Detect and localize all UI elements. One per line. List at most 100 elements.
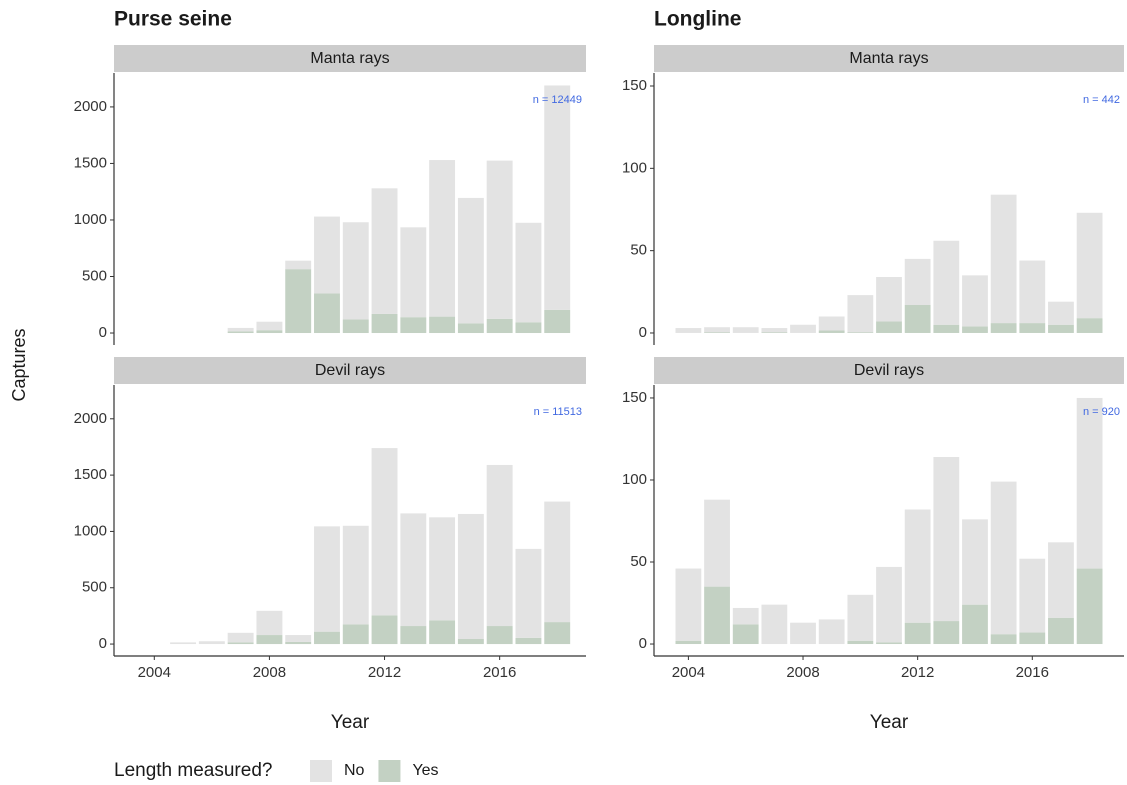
bar-segment bbox=[342, 222, 369, 320]
bar-segment bbox=[227, 632, 254, 643]
bar-segment bbox=[761, 328, 788, 333]
bar-segment bbox=[962, 326, 988, 333]
bar-segment bbox=[371, 448, 398, 616]
legend-swatch bbox=[310, 760, 332, 782]
y-tick-label: 2000 bbox=[74, 410, 107, 427]
strip-label: Manta rays bbox=[310, 50, 389, 67]
y-tick-label: 150 bbox=[622, 389, 647, 406]
y-tick-label: 0 bbox=[99, 324, 107, 341]
bar-segment bbox=[1019, 632, 1046, 645]
bar-segment bbox=[342, 624, 369, 645]
strip bbox=[114, 357, 586, 384]
y-tick-label: 1500 bbox=[74, 154, 107, 171]
x-tick-label: 2004 bbox=[672, 664, 705, 681]
bar-segment bbox=[314, 293, 340, 334]
panel-title: Longline bbox=[654, 8, 742, 31]
bar-segment bbox=[285, 635, 312, 642]
bar-segment bbox=[904, 258, 931, 305]
bar-segment bbox=[990, 194, 1017, 324]
bar-segment bbox=[314, 216, 340, 294]
y-tick-label: 0 bbox=[639, 635, 647, 652]
x-axis-label: Year bbox=[331, 712, 370, 733]
bar-segment bbox=[933, 621, 960, 645]
legend-label: No bbox=[344, 762, 365, 779]
bar-segment bbox=[933, 240, 960, 325]
strip bbox=[654, 357, 1124, 384]
bar-segment bbox=[515, 548, 542, 638]
bar-segment bbox=[429, 620, 456, 645]
y-axis-label: Captures bbox=[9, 328, 29, 401]
bar-segment bbox=[704, 499, 730, 587]
bar-segment bbox=[544, 501, 571, 623]
bar-segment bbox=[400, 317, 427, 334]
y-tick-label: 100 bbox=[622, 471, 647, 488]
bar-segment bbox=[1048, 301, 1074, 325]
bar-segment bbox=[675, 568, 702, 641]
bar-segment bbox=[429, 316, 456, 334]
panel-title: Purse seine bbox=[114, 8, 232, 31]
bar-segment bbox=[227, 642, 254, 645]
bar-segment bbox=[818, 619, 845, 645]
annotation: n = 11513 bbox=[534, 406, 582, 418]
bar-segment bbox=[732, 607, 759, 625]
y-tick-label: 2000 bbox=[74, 98, 107, 115]
bar-segment bbox=[342, 319, 369, 334]
bar-segment bbox=[1048, 542, 1074, 618]
bar-segment bbox=[457, 197, 484, 324]
bar-segment bbox=[761, 332, 788, 333]
bar-segment bbox=[790, 324, 816, 333]
bar-segment bbox=[1048, 324, 1074, 333]
bar-segment bbox=[904, 509, 931, 623]
bar-segment bbox=[704, 586, 730, 645]
y-tick-label: 1000 bbox=[74, 211, 107, 228]
bar-segment bbox=[429, 160, 456, 317]
bar-segment bbox=[515, 222, 542, 323]
bar-segment bbox=[818, 330, 845, 333]
bar-segment bbox=[876, 277, 902, 322]
y-tick-label: 1500 bbox=[74, 466, 107, 483]
bar-segment bbox=[314, 631, 340, 645]
bar-segment bbox=[256, 610, 283, 636]
bar-segment bbox=[256, 330, 283, 334]
bar-segment bbox=[990, 323, 1017, 333]
bar-segment bbox=[227, 327, 254, 332]
bar-segment bbox=[876, 321, 902, 333]
bar-segment bbox=[285, 260, 312, 270]
bar-segment bbox=[285, 269, 312, 334]
strip bbox=[114, 45, 586, 72]
bar-segment bbox=[847, 295, 874, 333]
bar-segment bbox=[371, 313, 398, 334]
bar-segment bbox=[847, 332, 874, 333]
bar-segment bbox=[962, 275, 988, 327]
bar-segment bbox=[732, 327, 759, 333]
bar-segment bbox=[256, 635, 283, 645]
strip-label: Devil rays bbox=[315, 362, 385, 379]
bar-segment bbox=[904, 622, 931, 645]
y-tick-label: 0 bbox=[99, 635, 107, 652]
bar-segment bbox=[400, 513, 427, 627]
bar-segment bbox=[933, 457, 960, 622]
x-tick-label: 2004 bbox=[138, 664, 171, 681]
y-tick-label: 0 bbox=[639, 324, 647, 341]
bar-segment bbox=[198, 641, 225, 645]
bar-segment bbox=[675, 640, 702, 645]
bar-segment bbox=[876, 566, 902, 643]
bar-segment bbox=[457, 323, 484, 334]
bar-segment bbox=[818, 316, 845, 331]
bar-segment bbox=[371, 615, 398, 645]
bar-segment bbox=[990, 481, 1017, 635]
annotation: n = 12449 bbox=[533, 94, 582, 106]
bar-segment bbox=[227, 331, 254, 334]
bar-segment bbox=[933, 324, 960, 333]
bar-segment bbox=[544, 85, 571, 310]
bar-segment bbox=[704, 327, 730, 333]
bar-segment bbox=[429, 517, 456, 621]
legend-label: Yes bbox=[412, 762, 438, 779]
y-tick-label: 50 bbox=[630, 553, 647, 570]
y-tick-label: 500 bbox=[82, 579, 107, 596]
bar-segment bbox=[486, 626, 513, 645]
y-tick-label: 500 bbox=[82, 267, 107, 284]
bar-segment bbox=[342, 525, 369, 625]
legend-title: Length measured? bbox=[114, 760, 272, 781]
bar-segment bbox=[256, 321, 283, 331]
